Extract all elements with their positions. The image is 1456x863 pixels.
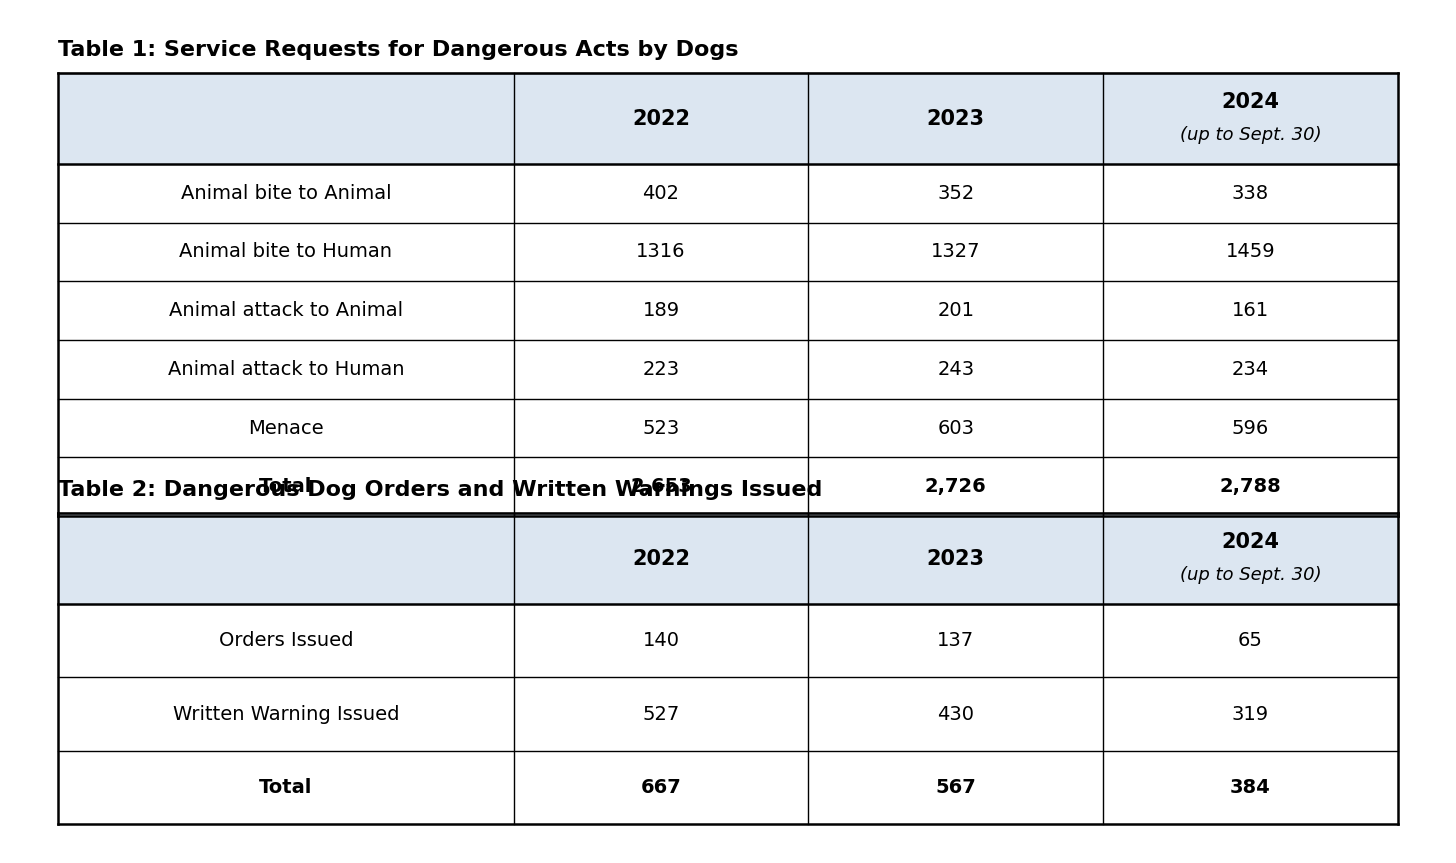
Bar bbox=[514, 457, 808, 516]
Text: 2,788: 2,788 bbox=[1220, 477, 1281, 496]
Text: 2022: 2022 bbox=[632, 109, 690, 129]
Bar bbox=[58, 281, 514, 340]
Bar bbox=[514, 399, 808, 457]
Text: Animal bite to Animal: Animal bite to Animal bbox=[181, 184, 392, 203]
Bar bbox=[1104, 223, 1398, 281]
Bar bbox=[58, 751, 514, 824]
Bar bbox=[58, 164, 514, 223]
Text: 352: 352 bbox=[938, 184, 974, 203]
Bar bbox=[1104, 751, 1398, 824]
Text: 2,726: 2,726 bbox=[925, 477, 987, 496]
Bar bbox=[1104, 73, 1398, 164]
Bar bbox=[1104, 164, 1398, 223]
Text: 189: 189 bbox=[642, 301, 680, 320]
Text: 2024: 2024 bbox=[1222, 92, 1280, 112]
Bar bbox=[58, 604, 514, 677]
Bar bbox=[808, 457, 1104, 516]
Bar bbox=[58, 677, 514, 751]
Bar bbox=[808, 223, 1104, 281]
Bar bbox=[514, 677, 808, 751]
Bar bbox=[808, 399, 1104, 457]
Bar bbox=[58, 457, 514, 516]
Text: (up to Sept. 30): (up to Sept. 30) bbox=[1179, 126, 1321, 144]
Bar bbox=[808, 340, 1104, 399]
Text: 161: 161 bbox=[1232, 301, 1270, 320]
Bar bbox=[1104, 340, 1398, 399]
Text: (up to Sept. 30): (up to Sept. 30) bbox=[1179, 566, 1321, 584]
Bar bbox=[1104, 399, 1398, 457]
Text: 596: 596 bbox=[1232, 419, 1270, 438]
Text: Total: Total bbox=[259, 477, 313, 496]
Text: 1459: 1459 bbox=[1226, 243, 1275, 261]
Text: 430: 430 bbox=[938, 704, 974, 724]
Text: 2,653: 2,653 bbox=[630, 477, 692, 496]
Bar bbox=[808, 513, 1104, 604]
Bar bbox=[514, 513, 808, 604]
Bar bbox=[514, 604, 808, 677]
Text: 234: 234 bbox=[1232, 360, 1270, 379]
Bar bbox=[1104, 281, 1398, 340]
Text: Table 1: Service Requests for Dangerous Acts by Dogs: Table 1: Service Requests for Dangerous … bbox=[58, 41, 738, 60]
Text: 2022: 2022 bbox=[632, 549, 690, 569]
Text: 567: 567 bbox=[935, 778, 976, 797]
Text: Menace: Menace bbox=[248, 419, 323, 438]
Text: 223: 223 bbox=[642, 360, 680, 379]
Bar bbox=[514, 73, 808, 164]
Text: 243: 243 bbox=[938, 360, 974, 379]
Bar bbox=[1104, 677, 1398, 751]
Text: 1327: 1327 bbox=[930, 243, 980, 261]
Text: 338: 338 bbox=[1232, 184, 1270, 203]
Text: Animal bite to Human: Animal bite to Human bbox=[179, 243, 393, 261]
Text: Orders Issued: Orders Issued bbox=[218, 631, 354, 651]
Text: Written Warning Issued: Written Warning Issued bbox=[173, 704, 399, 724]
Bar bbox=[58, 513, 514, 604]
Text: 527: 527 bbox=[642, 704, 680, 724]
Text: Table 2: Dangerous Dog Orders and Written Warnings Issued: Table 2: Dangerous Dog Orders and Writte… bbox=[58, 480, 823, 501]
Text: Total: Total bbox=[259, 778, 313, 797]
Text: 65: 65 bbox=[1238, 631, 1262, 651]
Bar bbox=[514, 164, 808, 223]
Text: 384: 384 bbox=[1230, 778, 1271, 797]
Text: 2023: 2023 bbox=[926, 109, 984, 129]
Bar bbox=[808, 281, 1104, 340]
Text: 201: 201 bbox=[938, 301, 974, 320]
Bar bbox=[808, 751, 1104, 824]
Text: 603: 603 bbox=[938, 419, 974, 438]
Bar bbox=[58, 73, 514, 164]
Bar bbox=[514, 751, 808, 824]
Bar bbox=[1104, 513, 1398, 604]
Bar bbox=[58, 399, 514, 457]
Bar bbox=[808, 604, 1104, 677]
Bar bbox=[514, 281, 808, 340]
Bar bbox=[58, 340, 514, 399]
Bar bbox=[58, 223, 514, 281]
Bar bbox=[514, 223, 808, 281]
Bar bbox=[514, 340, 808, 399]
Text: 402: 402 bbox=[642, 184, 680, 203]
Bar bbox=[1104, 604, 1398, 677]
Text: 1316: 1316 bbox=[636, 243, 686, 261]
Bar bbox=[1104, 457, 1398, 516]
Text: 137: 137 bbox=[938, 631, 974, 651]
Text: 667: 667 bbox=[641, 778, 681, 797]
Text: Animal attack to Animal: Animal attack to Animal bbox=[169, 301, 403, 320]
Text: 140: 140 bbox=[642, 631, 680, 651]
Text: 2023: 2023 bbox=[926, 549, 984, 569]
Text: 2024: 2024 bbox=[1222, 532, 1280, 552]
Bar bbox=[808, 677, 1104, 751]
Text: 523: 523 bbox=[642, 419, 680, 438]
Bar bbox=[808, 164, 1104, 223]
Text: Animal attack to Human: Animal attack to Human bbox=[167, 360, 405, 379]
Text: 319: 319 bbox=[1232, 704, 1270, 724]
Bar bbox=[808, 73, 1104, 164]
